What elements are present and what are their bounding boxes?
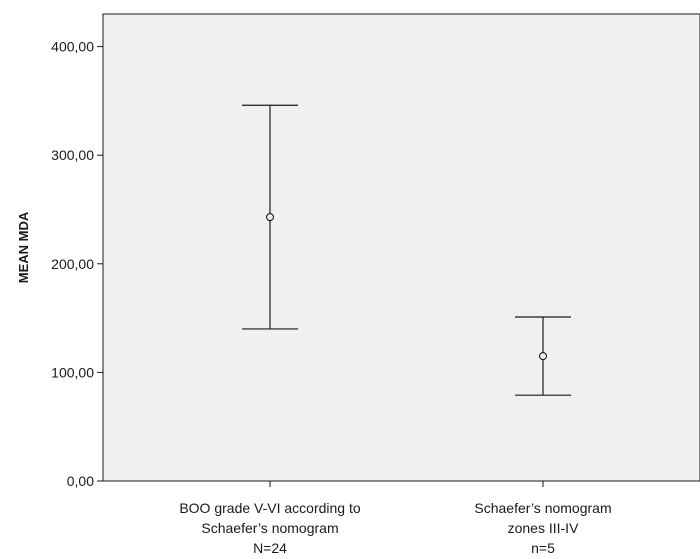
chart-marks (242, 104, 571, 396)
y-axis: 0,00 100,00 200,00 300,00 400,00 (51, 14, 104, 489)
x-axis: BOO grade V-VI according to Schaefer’s no… (103, 480, 700, 556)
x-tick-label: n=5 (531, 540, 555, 556)
mean-point (538, 352, 548, 361)
y-tick-label: 400,00 (51, 39, 94, 55)
plot-area (102, 13, 700, 482)
x-tick-label: N=24 (253, 540, 287, 556)
x-tick-label: BOO grade V-VI according to (179, 500, 361, 516)
mean-point (265, 213, 275, 222)
y-tick-label: 100,00 (51, 364, 94, 380)
x-tick-label: zones III-IV (508, 520, 579, 536)
x-tick-label: Schaefer’s nomogram (474, 500, 611, 516)
y-tick-label: 0,00 (67, 473, 94, 489)
y-tick-label: 200,00 (51, 256, 94, 272)
y-tick-label: 300,00 (51, 147, 94, 163)
y-axis-title: MEAN MDA (16, 211, 31, 283)
x-tick-label: Schaefer’s nomogram (201, 520, 338, 536)
